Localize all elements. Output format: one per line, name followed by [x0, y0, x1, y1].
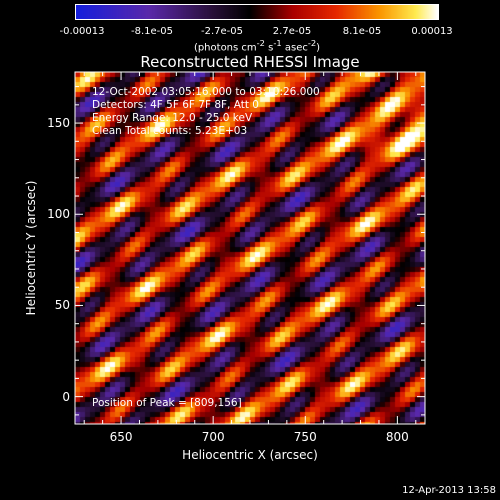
heatmap-image [75, 72, 425, 424]
colorbar-tick-label: 0.00013 [411, 26, 453, 37]
annotation-clean-counts: Clean Total counts: 5.23E+03 [92, 125, 248, 137]
x-axis-label: Heliocentric X (arcsec) [182, 448, 318, 462]
x-tick-label: 800 [385, 430, 409, 444]
chart-title: Reconstructed RHESSI Image [140, 53, 360, 71]
footer-timestamp: 12-Apr-2013 13:58 [402, 485, 496, 496]
x-tick-label: 650 [109, 430, 133, 444]
y-tick-label: 100 [47, 207, 70, 222]
annotation-energy-range: Energy Range: 12.0 - 25.0 keV [92, 112, 253, 124]
colorbar-tick-label: -0.00013 [59, 26, 105, 37]
colorbar-tick-label: -8.1e-05 [131, 26, 173, 37]
x-tick-label: 750 [293, 430, 317, 444]
y-tick-label: 0 [62, 389, 70, 404]
colorbar [75, 4, 439, 20]
colorbar-unit-label: (photons cm-2 s-1 asec-2) [193, 38, 321, 54]
colorbar-tick-label: 8.1e-05 [342, 26, 382, 37]
annotation-peak-position: Position of Peak = [809,156] [92, 397, 242, 409]
x-tick-label: 700 [201, 430, 225, 444]
y-tick-label: 50 [54, 298, 70, 313]
annotation-time-range: 12-Oct-2002 03:05:16.000 to 03:10:26.000 [92, 86, 320, 98]
y-axis-label: Heliocentric Y (arcsec) [24, 180, 38, 316]
annotation-detectors: Detectors: 4F 5F 6F 7F 8F, Att 0 [92, 99, 259, 111]
colorbar-tick-label: 2.7e-05 [272, 26, 312, 37]
colorbar-tick-label: -2.7e-05 [201, 26, 243, 37]
y-tick-label: 150 [47, 116, 70, 131]
